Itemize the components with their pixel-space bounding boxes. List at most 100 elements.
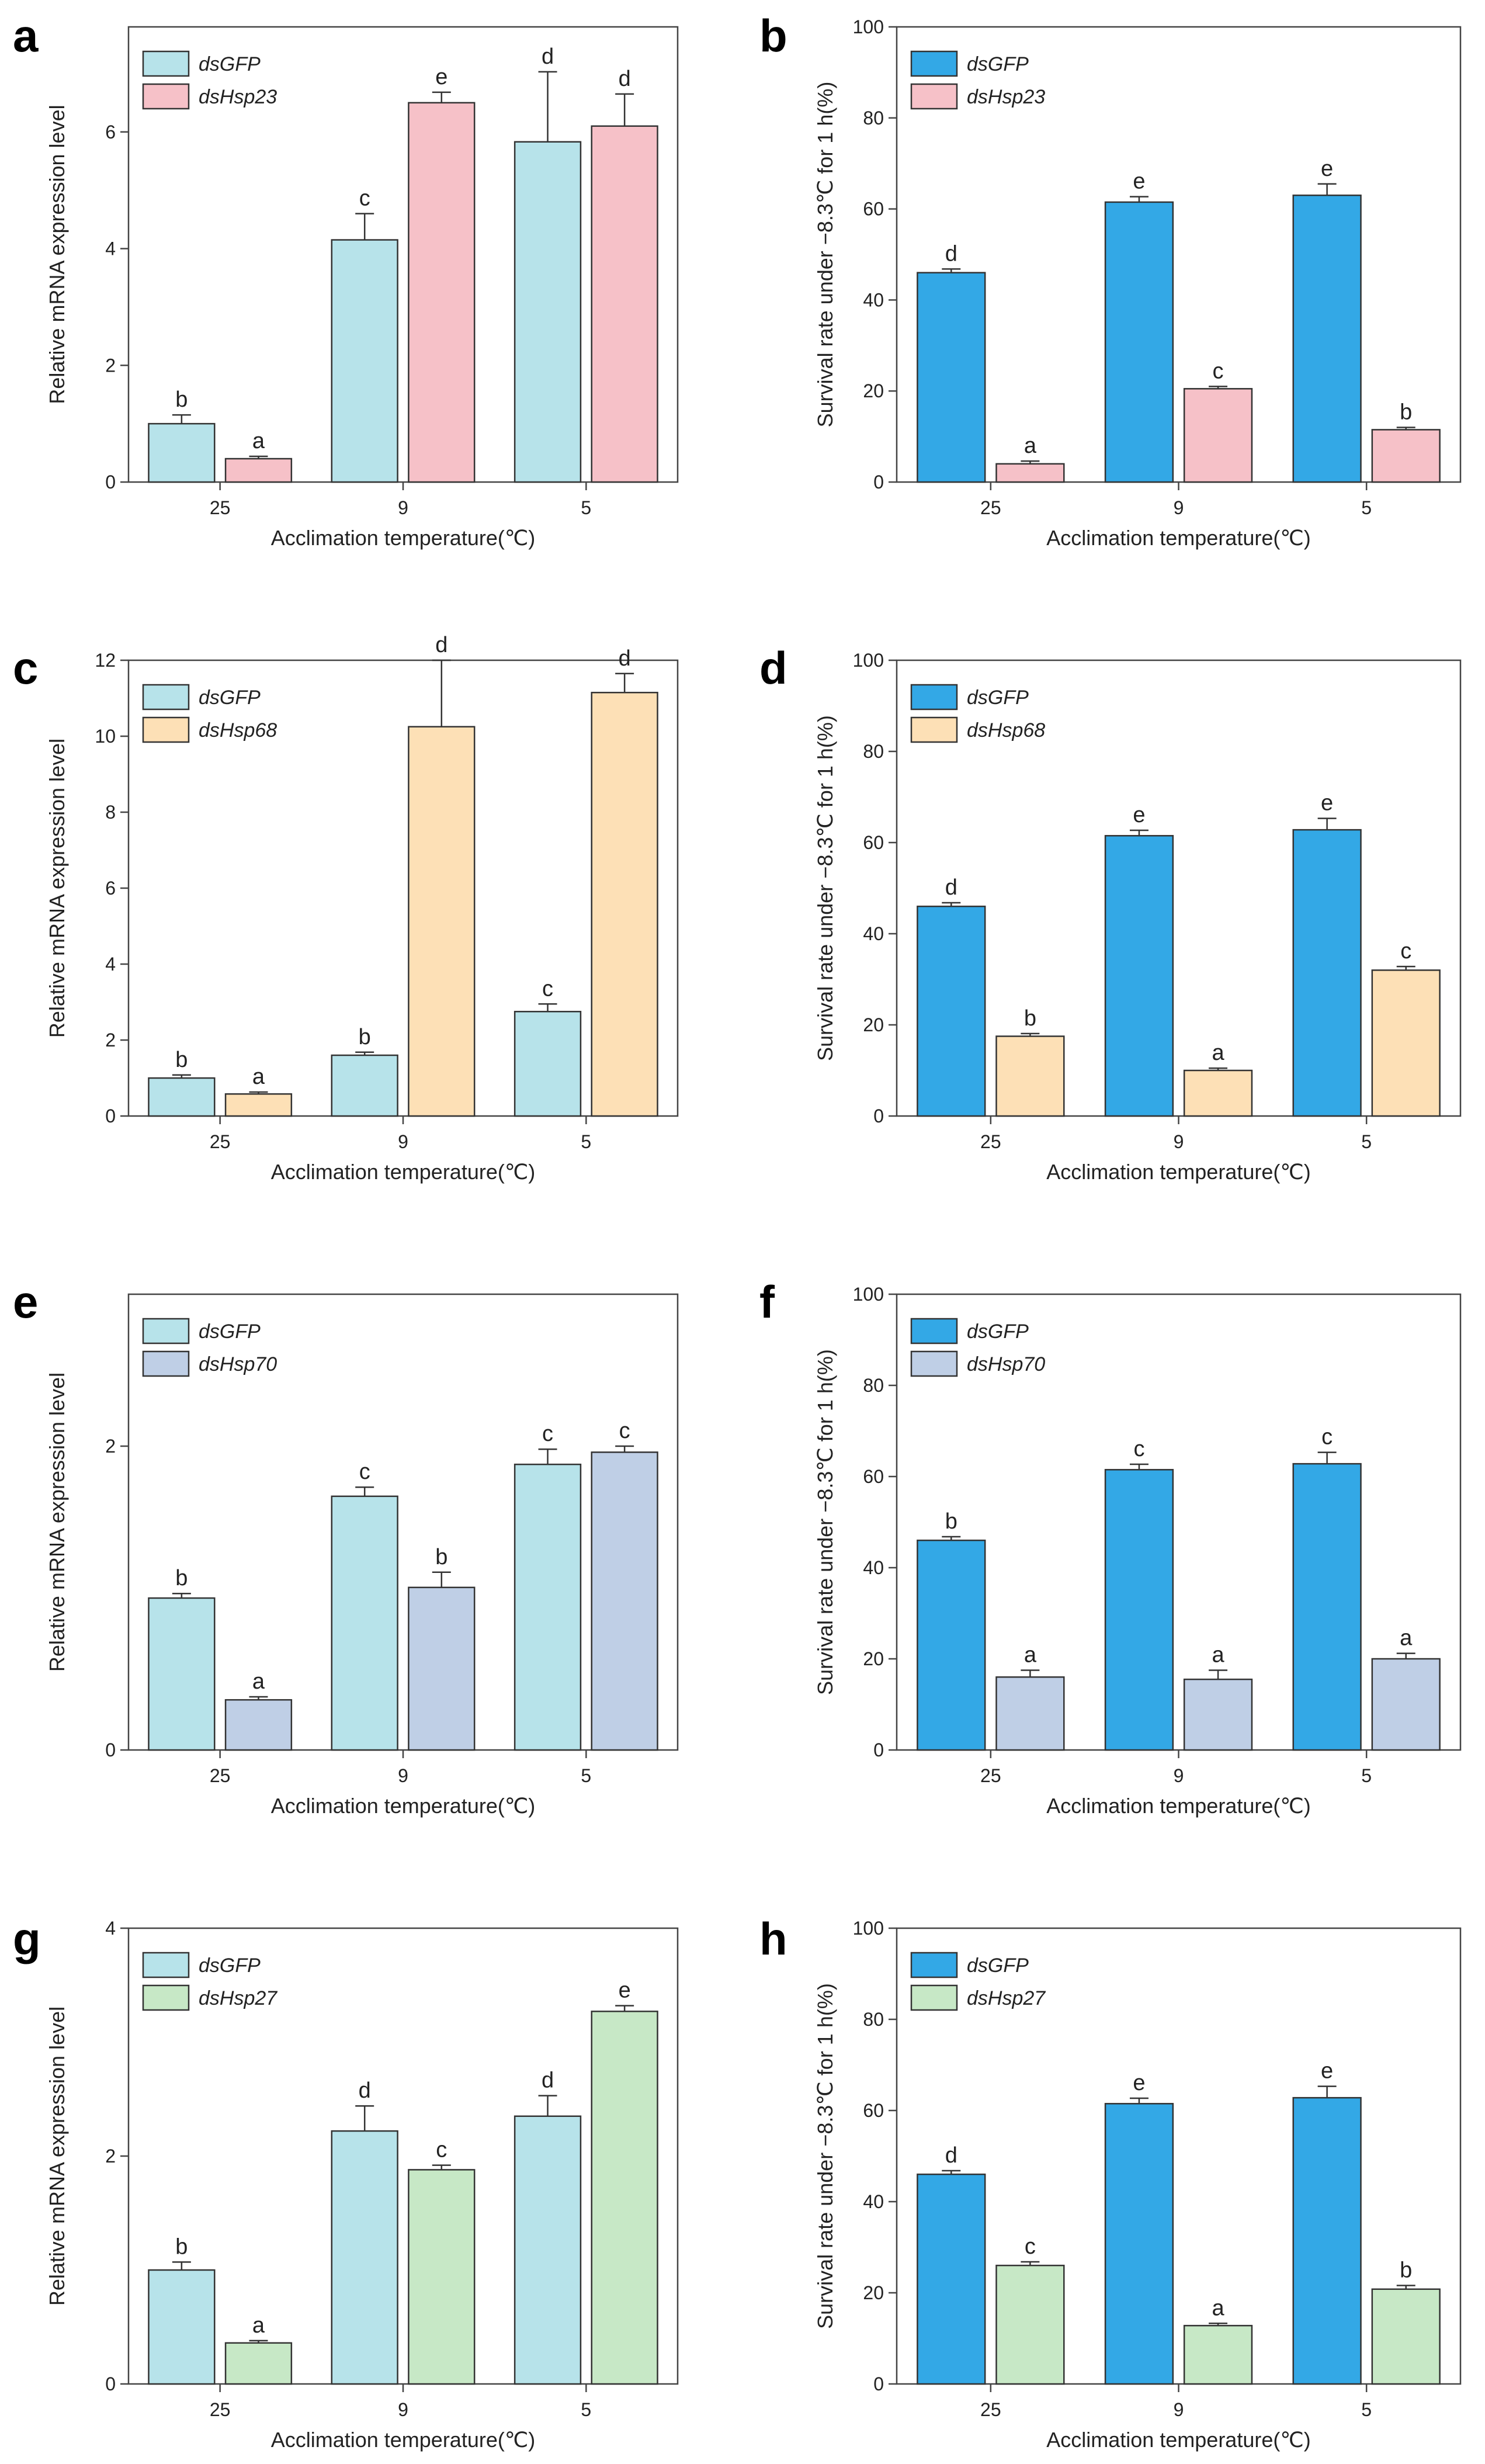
significance-label: b	[175, 2234, 188, 2259]
bar-dsHsp70-25	[224, 1699, 293, 1751]
legend-label: dsHsp23	[199, 86, 277, 108]
bar-dsHsp27-25	[224, 2342, 293, 2385]
y-tick-label: 0	[105, 2373, 116, 2394]
legend-swatch	[910, 716, 958, 743]
x-axis-title: Acclimation temperature(℃)	[271, 1794, 536, 1818]
y-tick-label: 2	[105, 355, 116, 376]
bar-dsHsp23-5	[591, 125, 658, 483]
significance-label: a	[1024, 1643, 1037, 1668]
x-axis-title: Acclimation temperature(℃)	[1046, 1160, 1311, 1184]
significance-label: c	[1133, 1437, 1144, 1461]
bar-dsGFP-25	[148, 2269, 216, 2385]
bar-dsGFP-9	[331, 2130, 398, 2385]
significance-label: a	[1212, 2296, 1224, 2320]
y-tick-label: 0	[873, 1739, 884, 1761]
bar-dsHsp27-5	[1371, 2288, 1441, 2385]
legend-label: dsGFP	[967, 1954, 1029, 1977]
x-tick-label: 9	[1174, 2399, 1184, 2420]
x-axis-title: Acclimation temperature(℃)	[1046, 2428, 1311, 2452]
x-tick-label: 5	[1361, 2399, 1372, 2420]
significance-label: e	[1321, 791, 1333, 816]
x-tick-label: 25	[210, 1131, 231, 1152]
significance-label: c	[1025, 2234, 1036, 2259]
chart-panel-e: e 0 2 25 9 5 b c c a b c dsGFP dsHsp70 Acclimation tem…	[13, 1276, 679, 1818]
y-axis-title: Relative mRNA expression level	[45, 2006, 69, 2306]
bar-dsHsp68-9	[1183, 1069, 1253, 1117]
x-tick-label: 9	[398, 1765, 408, 1786]
legend-swatch	[142, 83, 190, 110]
y-tick-label: 40	[863, 2191, 884, 2212]
x-tick-label: 9	[398, 1131, 408, 1152]
y-tick-label: 100	[853, 650, 884, 671]
bar-dsGFP-25	[917, 272, 986, 483]
bar-dsHsp68-5	[1371, 969, 1441, 1117]
legend-swatch	[910, 684, 958, 711]
legend-label: dsHsp70	[199, 1353, 277, 1375]
x-tick-label: 9	[398, 2399, 408, 2420]
legend-swatch	[142, 1984, 190, 2011]
y-tick-label: 100	[853, 1284, 884, 1305]
y-tick-label: 20	[863, 1014, 884, 1035]
y-axis-title: Relative mRNA expression level	[45, 1373, 69, 1672]
legend-label: dsHsp68	[199, 719, 277, 741]
significance-label: e	[1133, 803, 1145, 827]
bar-dsGFP-5	[513, 1463, 582, 1751]
legend-label: dsGFP	[967, 1321, 1029, 1343]
y-tick-label: 100	[853, 1918, 884, 1939]
legend-label: dsGFP	[199, 1321, 261, 1343]
x-tick-label: 25	[980, 1131, 1001, 1152]
bar-dsGFP-5	[513, 2115, 582, 2385]
significance-label: d	[359, 2078, 371, 2103]
significance-label: d	[945, 875, 957, 900]
legend-swatch	[910, 83, 958, 110]
chart-panel-d: d 0 20 40 60 80 100 25 9 5 d e e b a c dsGFP dsHsp68 Accli…	[759, 642, 1462, 1184]
y-tick-label: 2	[105, 1436, 116, 1457]
significance-label: e	[1133, 2071, 1145, 2095]
bar-dsGFP-5	[1292, 2096, 1362, 2385]
significance-label: c	[1213, 359, 1224, 383]
bar-dsGFP-25	[917, 1539, 986, 1751]
bar-dsGFP-9	[1104, 835, 1174, 1117]
bar-dsGFP-9	[1104, 201, 1174, 483]
bar-dsHsp23-25	[995, 463, 1065, 483]
bar-dsHsp68-5	[591, 692, 658, 1117]
bar-dsHsp70-25	[995, 1676, 1065, 1751]
legend-swatch	[142, 1952, 190, 1978]
bar-dsGFP-9	[1104, 2103, 1174, 2385]
significance-label: e	[619, 1978, 631, 2003]
y-tick-label: 20	[863, 380, 884, 401]
y-axis-title: Survival rate under −8.3℃ for 1 h(%)	[813, 715, 837, 1061]
y-tick-label: 60	[863, 2100, 884, 2121]
y-tick-label: 80	[863, 2009, 884, 2030]
y-tick-label: 40	[863, 289, 884, 310]
bar-dsGFP-9	[331, 239, 398, 483]
x-axis-title: Acclimation temperature(℃)	[271, 1160, 536, 1184]
x-axis-title: Acclimation temperature(℃)	[271, 526, 536, 550]
y-tick-label: 2	[105, 1030, 116, 1051]
significance-label: d	[542, 44, 554, 69]
y-tick-label: 6	[105, 122, 116, 143]
legend-swatch	[910, 1318, 958, 1344]
y-tick-label: 0	[873, 2373, 884, 2394]
y-tick-label: 0	[105, 1105, 116, 1127]
panel-letter: g	[13, 1913, 41, 1964]
significance-label: b	[1400, 2258, 1412, 2283]
panel-letter: c	[13, 642, 38, 694]
bar-dsHsp68-9	[408, 726, 476, 1117]
legend-label: dsHsp68	[967, 719, 1045, 741]
significance-label: e	[1321, 2059, 1333, 2084]
significance-label: a	[1212, 1643, 1224, 1668]
bar-dsGFP-25	[917, 2173, 986, 2385]
bar-dsHsp27-9	[1183, 2324, 1253, 2385]
significance-label: a	[252, 1669, 265, 1694]
legend-swatch	[142, 716, 190, 743]
significance-label: c	[619, 1419, 630, 1443]
bar-dsGFP-5	[513, 1011, 582, 1117]
y-tick-label: 60	[863, 199, 884, 220]
bar-dsHsp27-25	[995, 2264, 1065, 2385]
y-tick-label: 0	[873, 1105, 884, 1127]
y-tick-label: 20	[863, 2282, 884, 2303]
panel-letter: d	[759, 642, 787, 694]
y-tick-label: 20	[863, 1648, 884, 1669]
bar-dsGFP-9	[1104, 1469, 1174, 1751]
